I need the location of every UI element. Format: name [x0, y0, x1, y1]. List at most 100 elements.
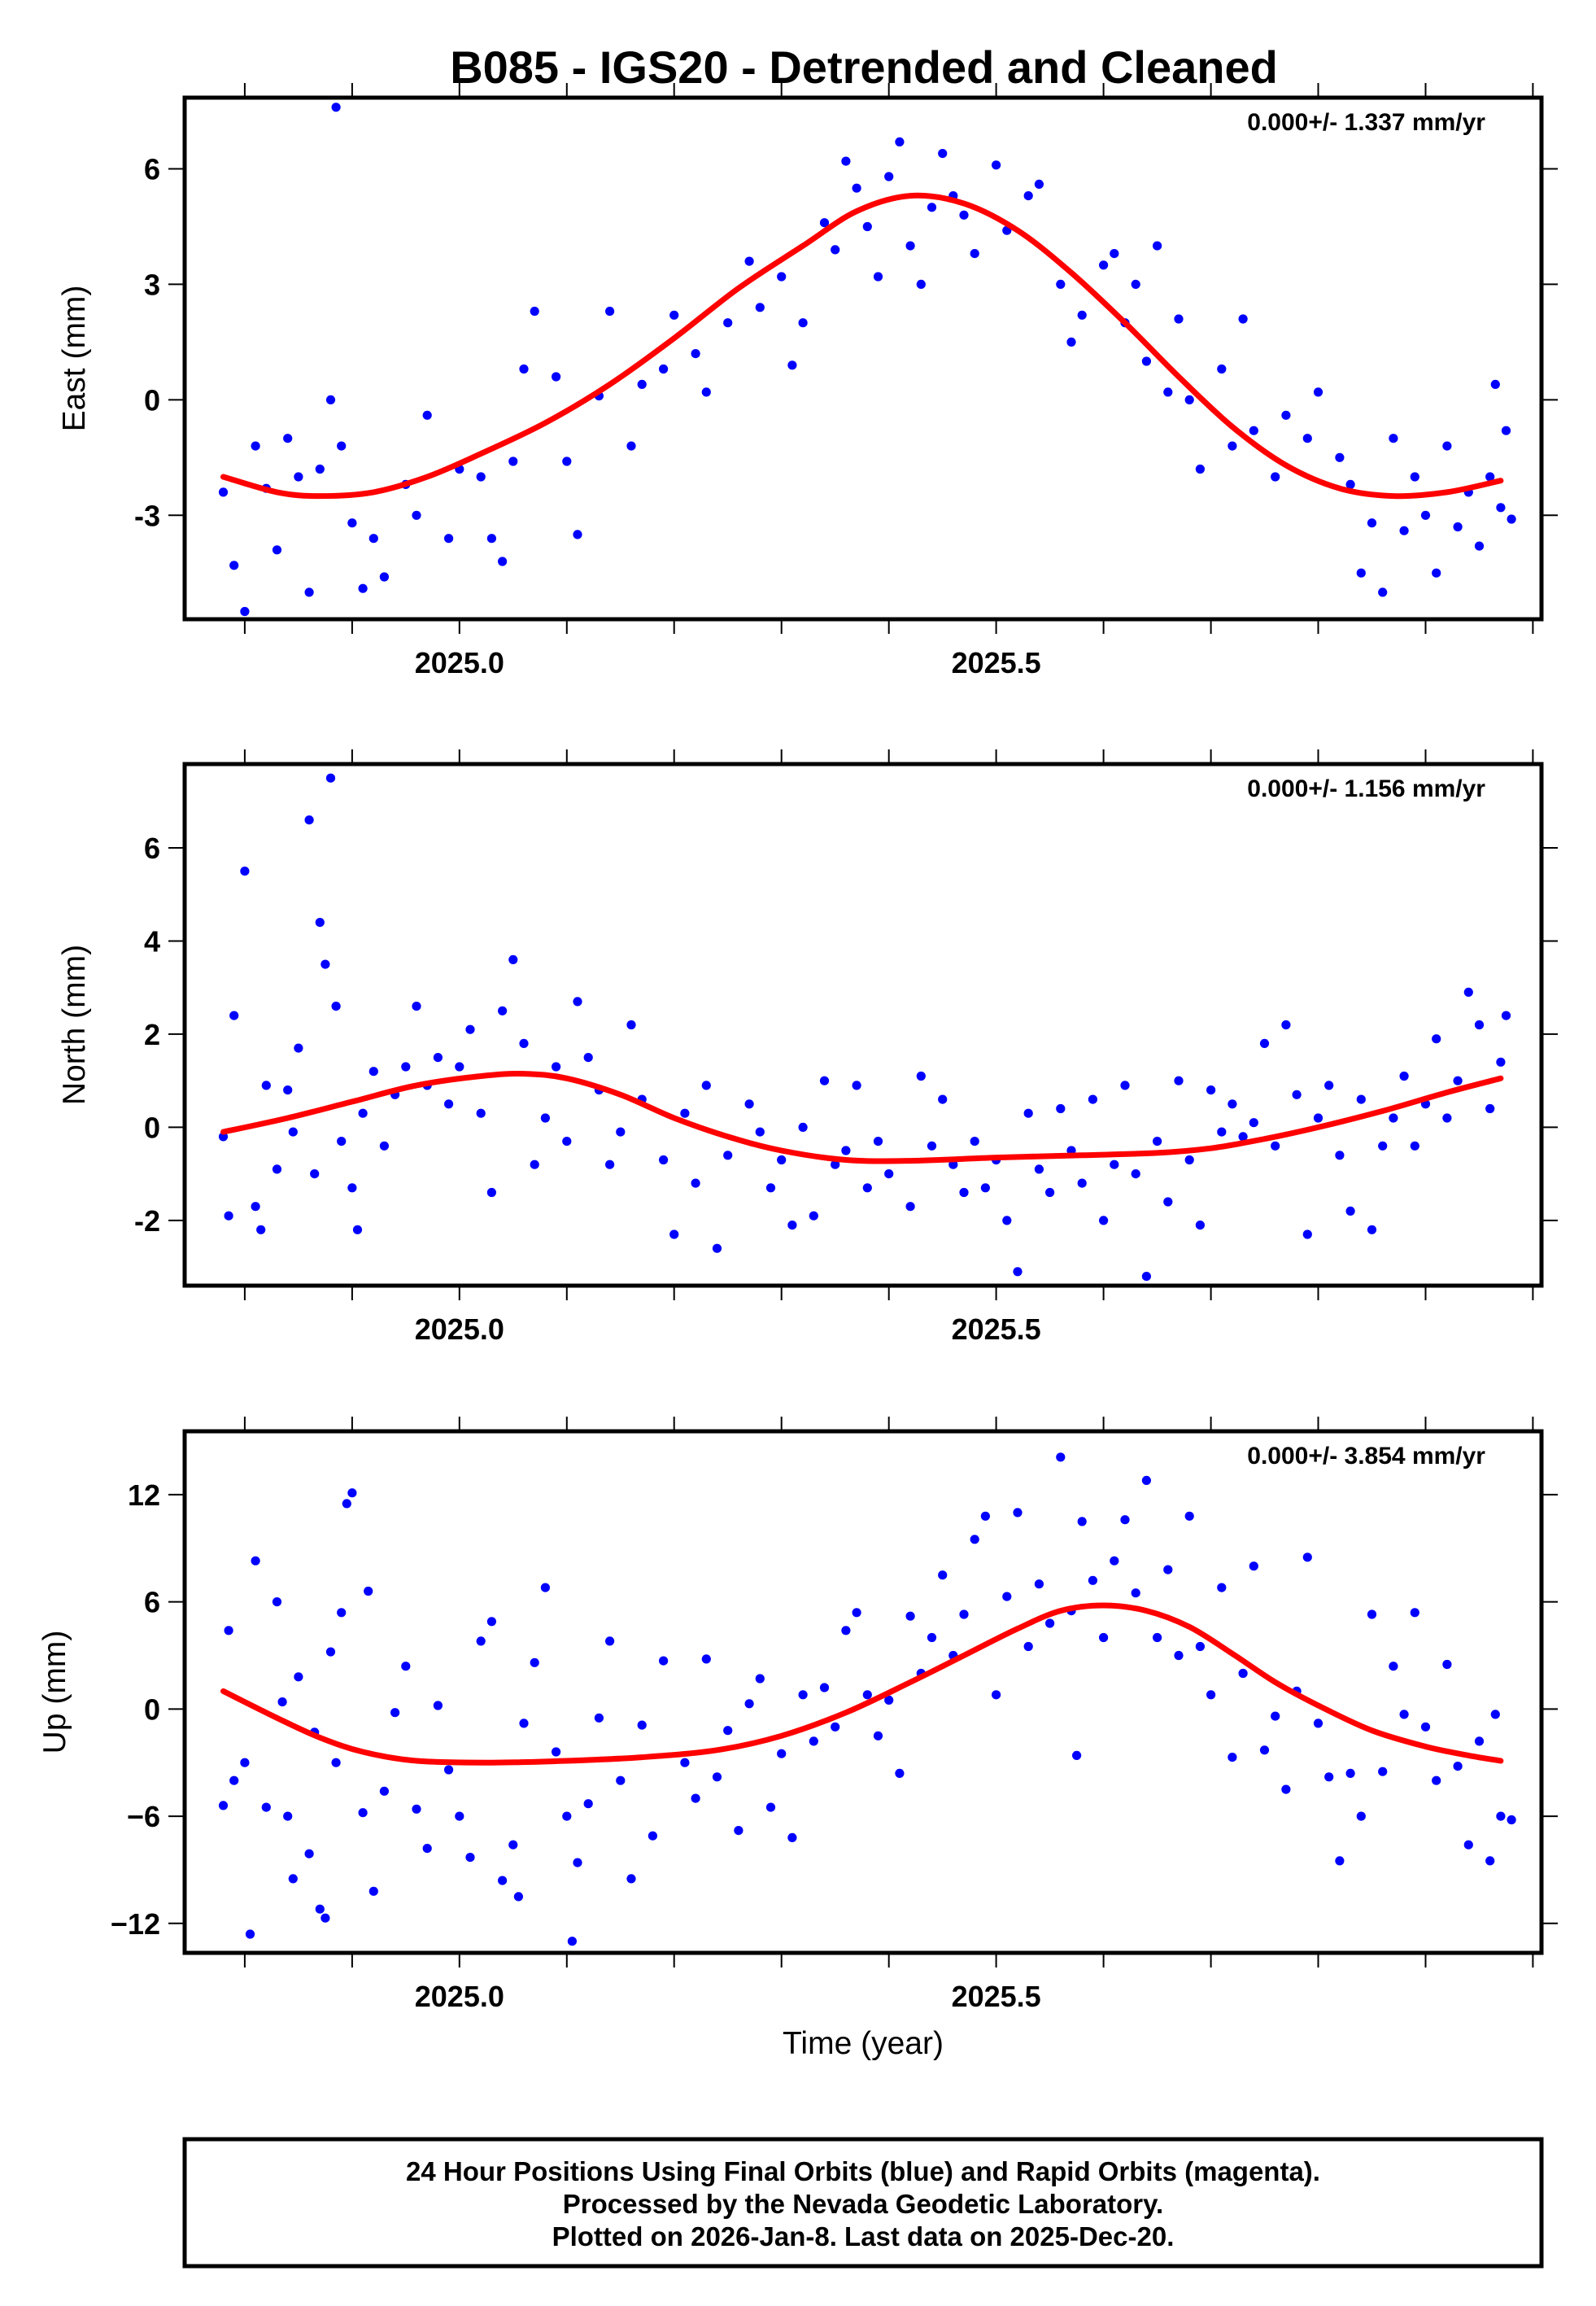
data-point — [927, 1632, 937, 1643]
y-tick-label: 3 — [144, 268, 160, 301]
data-point — [1002, 1216, 1012, 1225]
data-point — [519, 364, 529, 374]
data-point — [852, 1608, 861, 1618]
data-point — [798, 318, 808, 328]
data-point — [765, 1183, 776, 1193]
data-point — [1045, 1618, 1055, 1628]
data-point — [1281, 1784, 1291, 1794]
data-point — [701, 1081, 711, 1090]
data-point — [1389, 434, 1398, 443]
data-point — [852, 183, 861, 193]
data-point — [229, 561, 239, 570]
data-point — [1163, 1197, 1173, 1207]
data-point — [1345, 1768, 1355, 1778]
data-point — [240, 1758, 250, 1767]
data-point — [552, 1747, 561, 1757]
data-point — [315, 1904, 325, 1914]
data-point — [337, 441, 347, 451]
data-point — [1281, 1020, 1291, 1030]
data-point — [787, 1832, 797, 1842]
x-tick-label: 2025.5 — [952, 1312, 1041, 1346]
data-point — [304, 1849, 314, 1858]
data-point — [970, 1137, 979, 1146]
data-point — [1013, 1508, 1023, 1518]
data-point — [401, 1662, 411, 1671]
data-point — [245, 1929, 255, 1939]
data-point — [1002, 1592, 1012, 1601]
data-point — [691, 349, 700, 359]
data-point — [701, 1654, 711, 1664]
data-point — [938, 1570, 948, 1580]
data-point — [1410, 472, 1419, 482]
data-point — [1302, 434, 1312, 443]
data-point — [1399, 1071, 1409, 1081]
data-point — [938, 149, 948, 159]
x-tick-label: 2025.0 — [415, 1312, 504, 1346]
data-point — [992, 1690, 1001, 1700]
data-point — [970, 1535, 979, 1544]
data-point — [927, 1141, 937, 1151]
y-tick-label: −6 — [127, 1800, 160, 1833]
data-point — [1141, 1272, 1151, 1282]
data-point — [1184, 1155, 1194, 1165]
data-point — [831, 1722, 840, 1732]
data-point — [251, 1202, 260, 1212]
data-point — [294, 1043, 303, 1053]
data-point — [712, 1243, 722, 1253]
data-point — [1378, 1767, 1388, 1776]
data-point — [277, 1697, 287, 1707]
data-point — [379, 1141, 389, 1151]
data-point — [1023, 1108, 1033, 1118]
data-point — [1463, 987, 1473, 997]
up-fit-curve — [220, 1602, 1504, 1766]
data-point — [342, 1499, 351, 1509]
data-point — [1281, 410, 1291, 420]
data-point — [1453, 1762, 1463, 1771]
data-point — [1163, 387, 1173, 397]
data-point — [1271, 1141, 1280, 1151]
data-point — [1507, 514, 1516, 524]
data-point — [798, 1690, 808, 1700]
data-point — [331, 103, 341, 112]
data-point — [616, 1127, 626, 1137]
data-point — [1259, 1038, 1270, 1048]
data-point — [256, 1225, 266, 1234]
data-point — [1485, 1856, 1495, 1866]
data-point — [1077, 310, 1087, 320]
data-point — [444, 1099, 454, 1109]
data-point — [1302, 1553, 1312, 1562]
data-point — [809, 1736, 818, 1746]
data-point — [1490, 379, 1500, 389]
figure-title: B085 - IGS20 - Detrended and Cleaned — [450, 41, 1278, 93]
data-point — [723, 1151, 733, 1160]
east-fit-curve — [220, 192, 1504, 500]
data-point — [1034, 1164, 1044, 1174]
data-point — [1474, 541, 1485, 551]
data-point — [1023, 191, 1033, 201]
data-point — [809, 1211, 818, 1221]
data-point — [616, 1775, 626, 1785]
data-point — [1249, 1118, 1258, 1128]
data-point — [1238, 1668, 1248, 1679]
x-axis-label: Time (year) — [783, 2026, 944, 2061]
data-point — [1131, 279, 1140, 289]
footer-line-3: Plotted on 2026-Jan-8. Last data on 2025… — [552, 2221, 1175, 2251]
data-point — [852, 1081, 861, 1090]
x-tick-label: 2025.5 — [952, 1980, 1041, 2013]
data-point — [401, 1062, 411, 1072]
y-tick-label: -2 — [134, 1204, 160, 1238]
data-point — [513, 1892, 524, 1902]
data-point — [787, 360, 797, 370]
data-point — [1120, 1515, 1130, 1525]
data-point — [1442, 441, 1452, 451]
data-point — [884, 1695, 894, 1705]
data-point — [331, 1002, 341, 1011]
footer-line-1: 24 Hour Positions Using Final Orbits (bl… — [406, 2156, 1320, 2186]
data-point — [777, 1749, 787, 1758]
data-point — [755, 1127, 765, 1137]
data-point — [1238, 314, 1248, 324]
data-point — [1249, 426, 1258, 435]
data-point — [1271, 1711, 1280, 1721]
data-point — [583, 1799, 593, 1809]
x-tick-label: 2025.0 — [415, 1980, 504, 2013]
